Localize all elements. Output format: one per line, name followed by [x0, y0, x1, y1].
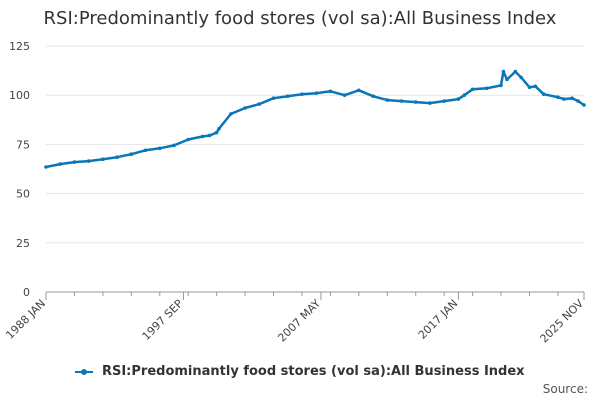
x-tick-label: 2025 NOV [538, 297, 587, 346]
data-point [462, 93, 467, 97]
data-point [428, 101, 432, 105]
data-point [576, 99, 580, 103]
data-point [570, 96, 574, 100]
source-label: Source: [542, 382, 588, 396]
data-point [442, 99, 447, 103]
y-tick-label: 50 [16, 188, 30, 201]
gridlines [46, 45, 584, 244]
data-point [505, 77, 509, 82]
legend: RSI:Predominantly food stores (vol sa):A… [0, 364, 600, 379]
data-point [556, 95, 560, 99]
data-point [527, 85, 532, 90]
data-point [172, 143, 176, 148]
data-point [499, 83, 503, 88]
data-point [501, 69, 506, 74]
legend-label: RSI:Predominantly food stores (vol sa):A… [101, 364, 525, 379]
data-point [399, 99, 404, 103]
data-point [285, 94, 290, 98]
data-point [243, 106, 247, 110]
data-point [342, 93, 347, 97]
x-tick-label: 1988 JAN [3, 297, 48, 342]
data-point [456, 97, 461, 101]
data-point [413, 100, 418, 104]
y-tick-label: 75 [16, 138, 30, 151]
series-group [44, 69, 586, 169]
data-point [533, 84, 538, 89]
data-point [519, 75, 523, 80]
x-tick-label: 2017 JAN [416, 297, 461, 342]
data-point [582, 103, 586, 107]
data-point [385, 98, 390, 102]
y-tick-label: 25 [16, 237, 30, 250]
data-point [357, 88, 361, 93]
data-point [328, 89, 333, 94]
data-point [541, 92, 546, 96]
data-point [485, 86, 489, 91]
data-point [470, 87, 475, 92]
data-point [101, 157, 105, 161]
chart-title: RSI:Predominantly food stores (vol sa):A… [43, 8, 557, 29]
data-point [214, 130, 219, 135]
data-point [217, 126, 221, 131]
y-tick-label: 100 [9, 89, 30, 102]
data-point [58, 162, 62, 166]
series-line [44, 70, 586, 169]
x-tick-label: 1997 SEP [140, 297, 186, 343]
x-axis: 1988 JAN 1997 SEP 2007 MAY 2017 JAN 2025 NOV [3, 291, 587, 346]
data-point [200, 134, 205, 139]
y-axis-ticks: 0 25 50 75 100 125 [9, 40, 30, 299]
data-point [513, 69, 518, 74]
data-point [186, 137, 190, 142]
data-point [271, 96, 276, 100]
legend-swatch [75, 368, 94, 375]
x-tick-label: 2007 MAY [275, 297, 323, 345]
y-tick-label: 125 [9, 40, 30, 53]
data-point [129, 152, 134, 156]
data-point [143, 148, 148, 153]
data-point [300, 92, 304, 96]
data-point [229, 112, 233, 116]
data-point [207, 133, 212, 138]
data-point [158, 146, 162, 151]
data-point [314, 91, 319, 95]
data-point [115, 155, 119, 159]
data-point [562, 97, 566, 101]
data-point [86, 159, 91, 163]
data-point [257, 102, 262, 106]
data-point [44, 165, 48, 169]
data-point [371, 94, 375, 98]
data-point [72, 160, 77, 164]
y-tick-label: 0 [23, 286, 30, 299]
